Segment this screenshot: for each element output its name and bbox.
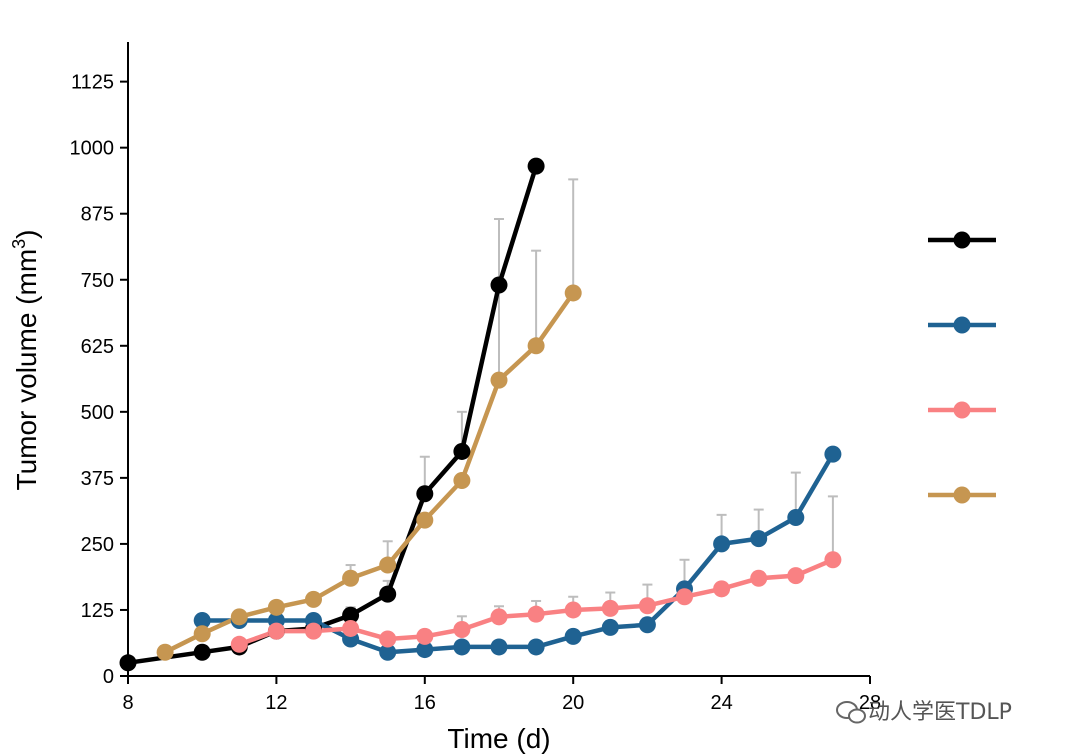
x-tick-label: 8 [122, 692, 133, 714]
legend-swatch-marker [953, 316, 971, 334]
x-tick-label: 24 [710, 692, 732, 714]
series-3-point [564, 601, 582, 619]
series-3-point [267, 622, 285, 640]
series-4-point [342, 569, 360, 587]
series-4-point [453, 472, 471, 490]
y-tick-label: 250 [81, 534, 114, 556]
series-3-point [453, 621, 471, 639]
series-4-point [527, 337, 545, 355]
series-2-point [379, 643, 397, 661]
watermark: 动人学医TDLP [836, 700, 1012, 725]
x-axis-title: Time (d) [447, 723, 550, 754]
series-3-point [787, 567, 805, 585]
series-3-point [750, 569, 768, 587]
series-4-point [490, 371, 508, 389]
y-tick-label: 375 [81, 468, 114, 490]
wechat-icon [836, 701, 866, 724]
y-tick-label: 1125 [71, 72, 114, 94]
x-tick-label: 12 [265, 692, 287, 714]
legend-swatch-marker [953, 486, 971, 504]
series-2-point [750, 530, 768, 548]
series-3-point [638, 597, 656, 615]
y-tick-label: 625 [81, 336, 114, 358]
y-tick-label: 875 [81, 204, 114, 226]
legend-swatch-marker [953, 231, 971, 249]
series-3-point [379, 630, 397, 648]
series-2-point [527, 638, 545, 656]
y-tick-label: 500 [81, 402, 114, 424]
series-1-point [416, 485, 434, 503]
series-2-point [193, 612, 211, 630]
series-points [119, 157, 842, 672]
series-4-point [193, 625, 211, 643]
series-4-point [305, 590, 322, 608]
error-bars [345, 178, 838, 630]
y-axis-title: Tumor volume (mm3) [9, 230, 42, 491]
legend-item-4 [928, 486, 996, 504]
series-1-point [342, 606, 360, 624]
x-tick-label: 20 [562, 692, 584, 714]
series-2-point [564, 627, 582, 645]
series-1-point [453, 442, 471, 460]
series-1-point [490, 276, 508, 294]
series-4-point [267, 598, 285, 616]
legend-item-2 [928, 316, 996, 334]
series-3-point [676, 588, 693, 606]
y-tick-label: 125 [81, 600, 114, 622]
y-tick-label: 1000 [70, 138, 115, 160]
series-3-point [416, 627, 434, 645]
series-2-point [490, 638, 508, 656]
x-tick-label: 16 [414, 692, 436, 714]
legend-item-3 [928, 401, 996, 419]
series-4-point [564, 284, 582, 302]
series-2-line [199, 451, 836, 655]
series-3-point [713, 580, 731, 598]
y-axis-ticks: 0 125 250 375 500 625 750 875 1000 1125 [70, 72, 128, 688]
series-4-point [379, 556, 397, 574]
series-3-point [490, 608, 508, 626]
y-axis-title-suffix: ) [11, 230, 42, 239]
series-1-point [193, 643, 211, 661]
series-3-point [527, 605, 545, 623]
series-4-point [156, 643, 174, 661]
series-2-point [824, 445, 842, 463]
legend-swatch-marker [953, 401, 971, 419]
series-3-point [824, 551, 842, 569]
legend [928, 231, 996, 504]
series-4-line [162, 290, 576, 655]
series-3-point [230, 635, 248, 653]
series-4-point [416, 511, 434, 529]
legend-item-1 [928, 231, 996, 249]
series-2-point [638, 616, 656, 634]
series-3-point [601, 599, 619, 617]
series-2-point [453, 638, 471, 656]
watermark-text: 动人学医TDLP [868, 700, 1012, 725]
y-axis-title-superscript: 3 [9, 239, 29, 249]
series-1-point [527, 157, 545, 175]
series-1-point [379, 585, 397, 603]
series-2-point [416, 641, 434, 659]
series-3-point [305, 622, 322, 640]
series-2-point [713, 535, 731, 553]
x-axis-ticks: 8 12 16 20 24 28 [122, 676, 881, 714]
series-4-point [230, 608, 248, 626]
series-3-point [342, 619, 360, 637]
y-tick-label: 750 [81, 270, 114, 292]
y-axis-title-main: Tumor volume (mm [11, 249, 42, 491]
y-tick-label: 0 [103, 666, 114, 688]
x-tick-label: 28 [859, 692, 881, 714]
series-2-point [601, 618, 619, 636]
series-2-point [787, 509, 805, 526]
